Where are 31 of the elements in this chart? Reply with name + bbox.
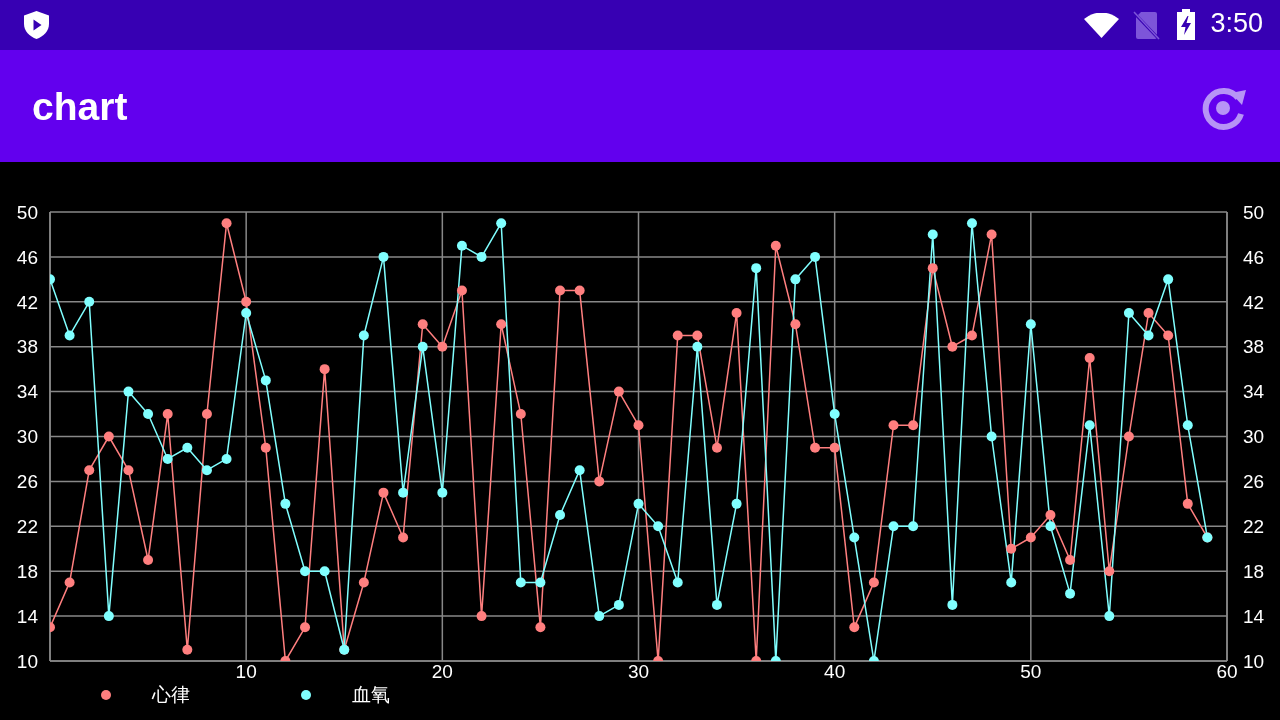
y2-tick-label: 38 xyxy=(1243,336,1265,358)
y2-tick-label: 14 xyxy=(1243,605,1265,627)
x-tick-label: 30 xyxy=(627,661,650,683)
y-tick-label: 46 xyxy=(16,246,38,268)
y2-tick-label: 26 xyxy=(1243,471,1265,493)
y-tick-label: 18 xyxy=(16,560,38,582)
y2-tick-label: 30 xyxy=(1243,426,1265,448)
y-tick-label: 34 xyxy=(16,381,39,403)
y-tick-label: 50 xyxy=(16,201,38,223)
text: 3:50 xyxy=(1210,8,1263,39)
y2-tick-label: 46 xyxy=(1243,246,1265,268)
x-tick-label: 10 xyxy=(235,661,257,683)
y-tick-label: 42 xyxy=(16,291,38,313)
x-tick-label: 20 xyxy=(431,661,453,683)
x-tick-label: 60 xyxy=(1216,661,1238,683)
chart-title: chart xyxy=(32,85,128,129)
y-tick-label: 38 xyxy=(16,336,38,358)
legend-label: 血氧 xyxy=(352,683,390,707)
y-tick-label: 22 xyxy=(16,516,38,538)
x-tick-label: 40 xyxy=(824,661,846,683)
y-tick-label: 14 xyxy=(16,605,39,627)
y2-tick-label: 22 xyxy=(1243,516,1265,538)
y2-tick-label: 42 xyxy=(1243,291,1265,313)
legend-label: 心律 xyxy=(152,683,190,707)
x-tick-label: 50 xyxy=(1020,661,1042,683)
y2-tick-label: 50 xyxy=(1243,201,1265,223)
y-tick-label: 30 xyxy=(16,426,38,448)
y2-tick-label: 34 xyxy=(1243,381,1265,403)
app-bar: chart xyxy=(0,50,1280,162)
y-tick-label: 26 xyxy=(16,471,38,493)
y2-tick-label: 18 xyxy=(1243,560,1265,582)
